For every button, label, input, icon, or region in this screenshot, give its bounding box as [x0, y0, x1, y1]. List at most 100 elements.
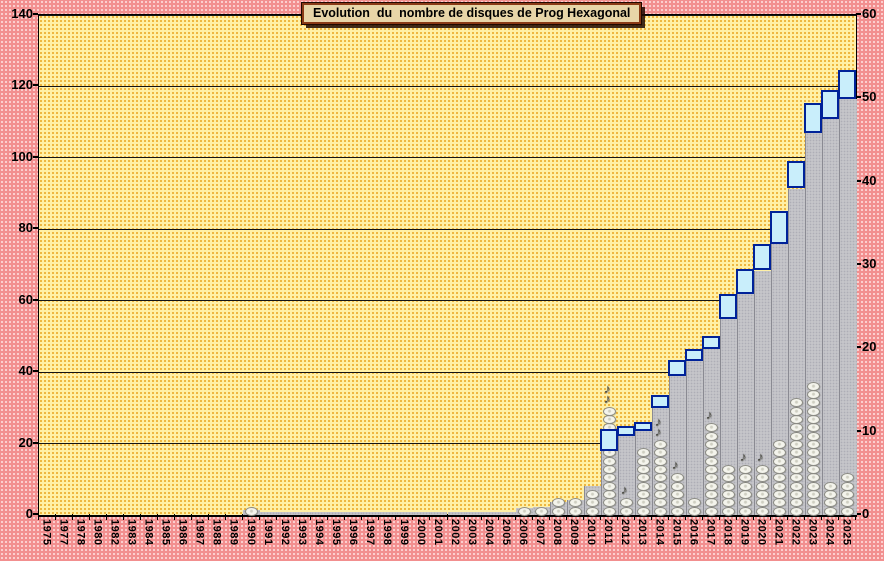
music-note-icon: ♪: [620, 481, 629, 498]
x-axis-label-2022: 2022: [789, 519, 802, 546]
disc-icon: [653, 456, 667, 466]
disc-icon: [653, 506, 667, 516]
x-axis-tick: [855, 514, 856, 520]
disc-icon: [602, 406, 616, 416]
x-axis-tick: [514, 514, 516, 520]
disc-icon: [789, 439, 803, 449]
disc-icon: [755, 498, 769, 508]
disc-icon: [789, 406, 803, 416]
left-axis-label: 0: [25, 506, 33, 521]
disc-icon: [721, 498, 735, 508]
x-axis-label-1985: 1985: [159, 519, 172, 546]
x-axis-label-2020: 2020: [755, 519, 768, 546]
x-axis-label-2005: 2005: [500, 519, 513, 546]
disc-icon: [585, 489, 599, 499]
x-axis-label-1988: 1988: [210, 519, 223, 546]
disc-icon: [704, 498, 718, 508]
x-axis-tick: [123, 514, 125, 520]
bar-1996: [345, 511, 363, 515]
disc-icon: [585, 506, 599, 516]
disc-icon: [840, 481, 854, 491]
disc-icon: [602, 506, 616, 516]
x-axis-label-2025: 2025: [840, 519, 853, 546]
bar-2004: [481, 511, 499, 515]
disc-icon: [823, 481, 837, 491]
bar-1995: [328, 511, 346, 515]
right-axis-tick: [856, 179, 861, 182]
right-axis-label: 10: [862, 422, 877, 438]
music-note-icon: ♪: [603, 380, 612, 397]
grid-line: [39, 371, 856, 373]
plot-area: ♪ ♪ ♪ ♪ ♪ ♪ ♪ ♪ ♪: [38, 14, 857, 517]
disc-icon: [619, 506, 633, 516]
grid-line: [39, 228, 856, 230]
bar-1994: [311, 511, 329, 515]
disc-icon: [721, 489, 735, 499]
step-marker-2018: [719, 293, 738, 319]
x-axis-tick: [446, 514, 448, 520]
step-marker-2012: [617, 425, 636, 437]
disc-icon: [602, 489, 616, 499]
right-axis-label: 30: [862, 256, 877, 271]
disc-icon: [704, 506, 718, 516]
step-marker-2024: [821, 90, 840, 119]
disc-icon: [840, 506, 854, 516]
x-axis-label-1989: 1989: [227, 519, 240, 546]
x-axis-tick: [55, 514, 57, 520]
x-axis-label-2018: 2018: [721, 519, 734, 546]
disc-icon: [551, 506, 565, 516]
step-marker-2011: [600, 429, 619, 451]
x-axis-label-1992: 1992: [278, 519, 291, 546]
x-axis-tick: [361, 514, 363, 520]
music-note-icon: ♪: [671, 456, 680, 473]
disc-icon: [806, 431, 820, 441]
disc-icon: [806, 381, 820, 391]
disc-icon: [789, 414, 803, 424]
x-axis-label-1994: 1994: [312, 519, 325, 546]
disc-icon: [619, 498, 633, 508]
x-axis-label-2016: 2016: [687, 519, 700, 546]
x-axis-tick: [684, 514, 686, 520]
x-axis-tick: [276, 514, 278, 520]
x-axis-tick: [208, 514, 210, 520]
x-axis-tick: [803, 514, 805, 520]
disc-icon: [772, 464, 786, 474]
disc-icon: [636, 481, 650, 491]
disc-icon: [840, 489, 854, 499]
x-axis-tick: [820, 514, 822, 520]
left-axis-label: 60: [18, 291, 33, 307]
right-axis-tick: [856, 429, 861, 432]
x-axis-tick: [344, 514, 346, 520]
x-axis-label-2014: 2014: [653, 519, 666, 546]
x-axis-label-1993: 1993: [295, 519, 308, 546]
bar-2003: [464, 511, 482, 515]
bar-2016: [685, 360, 704, 515]
disc-icon: [789, 456, 803, 466]
left-axis-label: 20: [18, 434, 33, 450]
bar-1998: [379, 511, 397, 515]
x-axis-tick: [548, 514, 550, 520]
x-axis-label-2001: 2001: [431, 519, 444, 546]
x-axis-label-1982: 1982: [108, 519, 121, 546]
x-axis-tick: [463, 514, 465, 520]
x-axis-label-1986: 1986: [176, 519, 189, 546]
grid-line: [39, 443, 856, 445]
x-axis-tick: [191, 514, 193, 520]
disc-icon: [772, 456, 786, 466]
disc-icon: [602, 464, 616, 474]
x-axis-tick: [531, 514, 533, 520]
bar-1999: [396, 511, 414, 515]
disc-icon: [636, 464, 650, 474]
x-axis-label-2013: 2013: [636, 519, 649, 546]
x-axis-tick: [752, 514, 754, 520]
x-axis-label-2000: 2000: [414, 519, 427, 546]
disc-icon: [772, 506, 786, 516]
x-axis-label-1977: 1977: [57, 519, 70, 546]
x-axis-tick: [327, 514, 329, 520]
disc-icon: [755, 464, 769, 474]
x-axis-label-1983: 1983: [125, 519, 138, 546]
disc-icon: [653, 448, 667, 458]
step-marker-2025: [838, 70, 857, 99]
x-axis-tick: [582, 514, 584, 520]
music-note-icon: ♪: [756, 448, 765, 465]
